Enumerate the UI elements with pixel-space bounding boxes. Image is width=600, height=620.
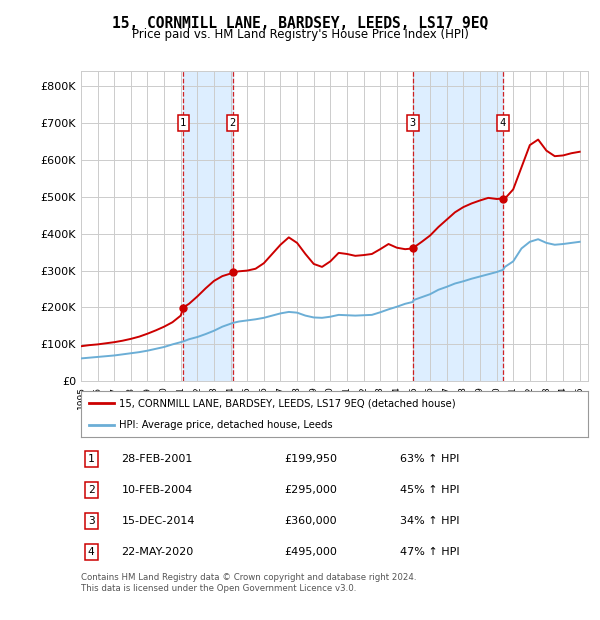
Text: 63% ↑ HPI: 63% ↑ HPI — [400, 454, 460, 464]
Text: 45% ↑ HPI: 45% ↑ HPI — [400, 485, 460, 495]
Text: 47% ↑ HPI: 47% ↑ HPI — [400, 547, 460, 557]
Text: 34% ↑ HPI: 34% ↑ HPI — [400, 516, 460, 526]
Text: 1: 1 — [88, 454, 95, 464]
Bar — [413, 71, 503, 381]
Bar — [183, 71, 233, 381]
Text: £199,950: £199,950 — [284, 454, 337, 464]
Text: 3: 3 — [410, 118, 416, 128]
Text: £495,000: £495,000 — [284, 547, 337, 557]
Text: £360,000: £360,000 — [284, 516, 337, 526]
Text: HPI: Average price, detached house, Leeds: HPI: Average price, detached house, Leed… — [119, 420, 332, 430]
Text: Contains HM Land Registry data © Crown copyright and database right 2024.
This d: Contains HM Land Registry data © Crown c… — [81, 574, 416, 593]
Text: 4: 4 — [500, 118, 506, 128]
Text: 1: 1 — [180, 118, 187, 128]
Text: 3: 3 — [88, 516, 95, 526]
Text: 10-FEB-2004: 10-FEB-2004 — [122, 485, 193, 495]
Text: £295,000: £295,000 — [284, 485, 337, 495]
Text: 15, CORNMILL LANE, BARDSEY, LEEDS, LS17 9EQ (detached house): 15, CORNMILL LANE, BARDSEY, LEEDS, LS17 … — [119, 398, 455, 408]
Text: 15-DEC-2014: 15-DEC-2014 — [122, 516, 195, 526]
Text: Price paid vs. HM Land Registry's House Price Index (HPI): Price paid vs. HM Land Registry's House … — [131, 28, 469, 41]
Text: 22-MAY-2020: 22-MAY-2020 — [122, 547, 194, 557]
Text: 2: 2 — [229, 118, 236, 128]
Text: 15, CORNMILL LANE, BARDSEY, LEEDS, LS17 9EQ: 15, CORNMILL LANE, BARDSEY, LEEDS, LS17 … — [112, 16, 488, 30]
Text: 28-FEB-2001: 28-FEB-2001 — [122, 454, 193, 464]
Text: 4: 4 — [88, 547, 95, 557]
Text: 2: 2 — [88, 485, 95, 495]
